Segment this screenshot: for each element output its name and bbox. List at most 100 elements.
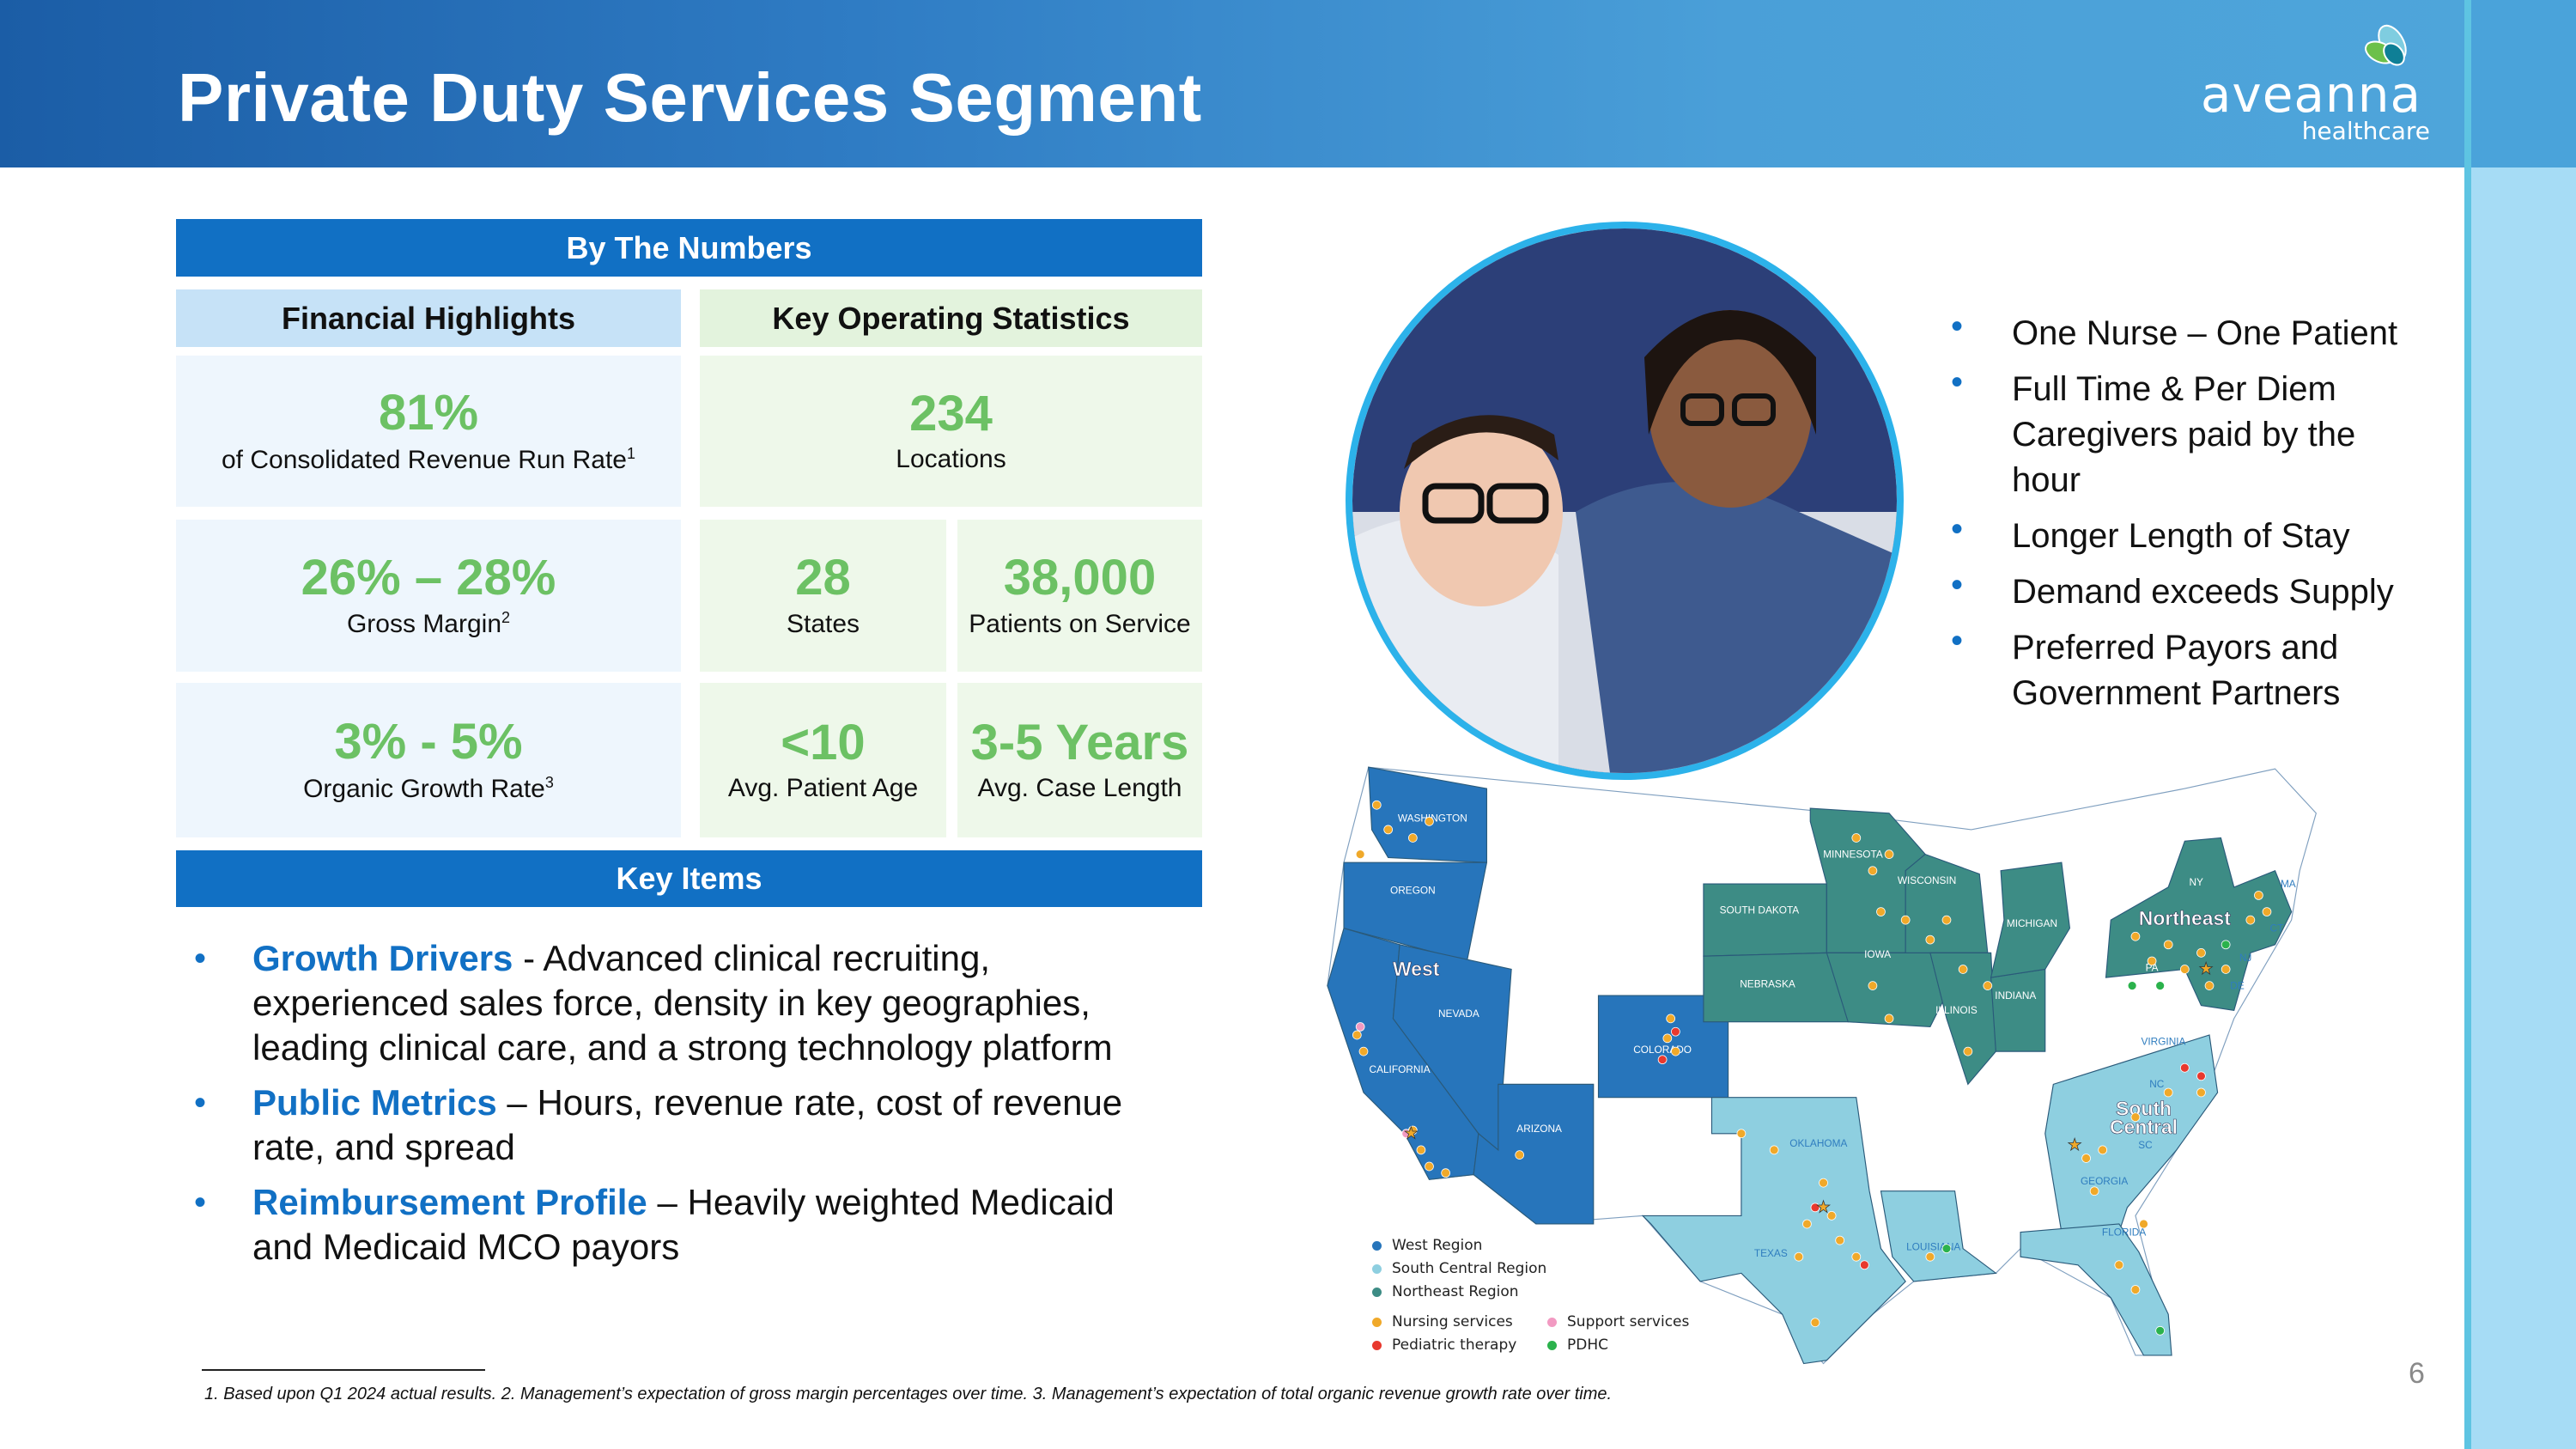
headquarters-star-icon: ★: [2068, 1136, 2082, 1154]
location-dot: [1358, 1046, 1369, 1056]
location-dot: [1958, 965, 1968, 974]
item-text: - Advanced clinical recruiting, experien…: [252, 938, 1113, 1068]
list-item: • Public Metrics – Hours, revenue rate, c…: [189, 1081, 1159, 1170]
location-dot: [1868, 866, 1878, 876]
headquarters-star-icon: ★: [1404, 1125, 1419, 1143]
footnote-ref: 1: [626, 444, 635, 462]
legend-label: Nursing services: [1392, 1313, 1513, 1330]
footnote-ref: 3: [544, 773, 554, 791]
state-label: NJ: [2239, 952, 2252, 964]
stat-value: 38,000: [1003, 550, 1157, 606]
location-dot: [2127, 981, 2137, 990]
state-label: NY: [2189, 876, 2203, 888]
location-dot: [2196, 948, 2206, 958]
state-wisconsin: [1905, 853, 1989, 953]
region-label: West: [1393, 958, 1440, 980]
state-label: NEBRASKA: [1740, 978, 1795, 990]
state-arizona: [1473, 1083, 1595, 1225]
stat-value: 234: [909, 385, 993, 441]
state-label: MICHIGAN: [2007, 917, 2057, 929]
bullet-icon: •: [1951, 363, 1964, 401]
south-central-swatch-icon: [1372, 1263, 1382, 1274]
state-label: COLORADO: [1633, 1044, 1692, 1056]
legend-item: West Region: [1372, 1234, 1546, 1257]
state-southeast: [2044, 1034, 2219, 1233]
state-label: NC: [2149, 1078, 2165, 1090]
location-dot: [2114, 1260, 2124, 1270]
location-dot: [2139, 1219, 2148, 1229]
footnote: 1. Based upon Q1 2024 actual results. 2.…: [204, 1385, 1613, 1403]
location-dot: [2089, 1186, 2099, 1196]
state-illinois: [1929, 952, 1996, 1086]
legend-label: Support services: [1567, 1313, 1690, 1330]
region-label: Central: [2110, 1116, 2178, 1138]
state-label: TEXAS: [1754, 1247, 1788, 1259]
legend-label: South Central Region: [1392, 1260, 1547, 1277]
headquarters-star-icon: ★: [2199, 960, 2214, 978]
location-dot: [1383, 825, 1394, 835]
location-dot: [2147, 956, 2157, 966]
location-dot: [1983, 981, 1993, 990]
item-text: – Heavily weighted Medicaid and Medicaid…: [252, 1182, 1115, 1267]
state-california: [1327, 927, 1479, 1180]
bullet-icon: •: [1951, 307, 1964, 345]
stat-label: States: [786, 609, 860, 638]
item-highlight: Reimbursement Profile: [252, 1182, 647, 1222]
map-legend-services: Nursing services Pediatric therapy: [1372, 1311, 1516, 1357]
location-dot: [1802, 1219, 1812, 1229]
state-label: MINNESOTA: [1823, 848, 1883, 860]
stat-patient-age: <10 Avg. Patient Age: [700, 683, 946, 837]
bullet-icon: •: [1951, 510, 1964, 548]
stat-gross-margin: 26% – 28% Gross Margin2: [176, 520, 681, 672]
item-highlight: Growth Drivers: [252, 938, 513, 978]
location-dot: [1900, 915, 1911, 925]
location-dot: [2245, 915, 2256, 925]
key-items-list: • Growth Drivers - Advanced clinical recr…: [189, 936, 1159, 1280]
stat-value: 81%: [378, 385, 479, 441]
state-label: WISCONSIN: [1898, 874, 1956, 886]
state-label: SOUTH DAKOTA: [1720, 904, 1800, 916]
item-highlight: Public Metrics: [252, 1082, 497, 1123]
stat-organic-growth: 3% - 5% Organic Growth Rate3: [176, 683, 681, 837]
key-items-header: Key Items: [176, 850, 1202, 907]
list-item: • Reimbursement Profile – Heavily weighte…: [189, 1180, 1159, 1269]
state-iowa: [1826, 952, 1947, 1028]
location-dot: [1408, 1125, 1418, 1135]
location-dot: [1963, 1046, 1973, 1056]
map-legend-services-2: Support services PDHC: [1547, 1311, 1689, 1357]
state-label: CT: [2270, 922, 2284, 935]
key-operating-statistics-header: Key Operating Statistics: [700, 289, 1202, 347]
legend-item: Northeast Region: [1372, 1281, 1546, 1304]
pdhc-dot-icon: [1547, 1340, 1557, 1350]
northeast-swatch-icon: [1372, 1287, 1382, 1297]
location-dot: [2196, 1071, 2206, 1081]
state-minnesota: [1809, 807, 1926, 953]
location-dot: [1425, 816, 1434, 826]
location-dot: [1941, 1244, 1952, 1254]
location-dot: [1666, 1014, 1676, 1024]
nurse-patient-photo: [1346, 222, 1904, 780]
state-label: OKLAHOMA: [1789, 1137, 1847, 1149]
by-the-numbers-header: By The Numbers: [176, 219, 1202, 277]
location-dot: [1515, 1150, 1525, 1160]
location-dot: [2254, 891, 2263, 900]
location-dot: [1401, 1129, 1412, 1139]
west-swatch-icon: [1372, 1240, 1382, 1251]
stat-value: <10: [781, 714, 866, 770]
location-dot: [1826, 1211, 1837, 1221]
list-item: • Growth Drivers - Advanced clinical recr…: [189, 936, 1159, 1070]
stat-label: Patients on Service: [969, 609, 1191, 638]
state-northeast: [2105, 837, 2293, 1011]
location-dot: [1769, 1145, 1779, 1155]
pediatric-dot-icon: [1372, 1340, 1382, 1350]
state-label: DE: [2230, 979, 2245, 991]
stat-locations: 234 Locations: [700, 356, 1202, 507]
bullet-icon: •: [1951, 622, 1964, 660]
location-dot: [2130, 931, 2141, 941]
leaf-logo-icon: [2365, 24, 2407, 66]
stat-label: Locations: [896, 445, 1006, 474]
state-label: WASHINGTON: [1398, 812, 1467, 824]
list-item: • Preferred Payors and Government Partner…: [1947, 622, 2390, 716]
location-dot: [1425, 1161, 1434, 1172]
location-dot: [2130, 1285, 2141, 1294]
